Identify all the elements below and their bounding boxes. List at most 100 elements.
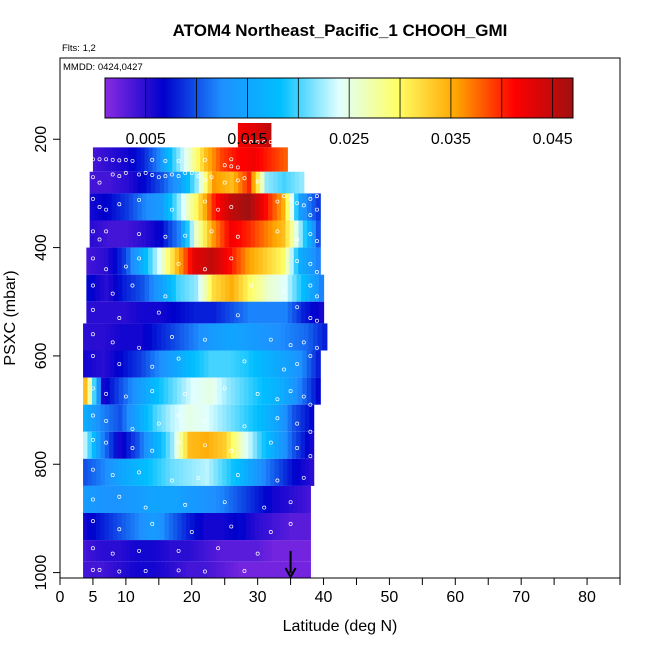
heatmap-cell: [120, 147, 126, 172]
heatmap-cell: [243, 147, 249, 172]
observation-point: [104, 391, 109, 396]
heatmap-cell: [148, 458, 154, 486]
heatmap-cell: [287, 301, 293, 324]
heatmap-cell: [211, 274, 217, 302]
heatmap-cell: [139, 431, 145, 459]
heatmap-cell: [108, 513, 114, 541]
heatmap-cell: [118, 377, 124, 405]
heatmap-cell: [307, 193, 313, 221]
x-axis: 0 5 10 20 30 40 50 60 70 80: [56, 578, 621, 606]
heatmap-cell: [234, 301, 240, 324]
observation-point: [90, 497, 95, 502]
heatmap-cell: [262, 350, 268, 378]
heatmap-cell: [160, 561, 166, 578]
heatmap-cell: [207, 220, 213, 248]
heatmap-cell: [83, 561, 88, 578]
heatmap-cell: [303, 323, 310, 351]
heatmap-cell: [315, 377, 321, 405]
heatmap-cell: [108, 274, 114, 302]
heatmap-cell: [174, 458, 180, 486]
heatmap-cell: [211, 193, 217, 221]
heatmap-cell: [196, 404, 202, 432]
heatmap-cell: [134, 485, 140, 513]
observation-point: [308, 196, 313, 201]
heatmap-cell: [254, 561, 260, 578]
observation-point: [170, 478, 174, 483]
heatmap-cell: [130, 431, 136, 459]
heatmap-cell: [297, 377, 303, 405]
observation-point: [130, 427, 135, 431]
heatmap-cell: [274, 431, 280, 459]
heatmap-cell: [166, 274, 172, 302]
heatmap-cell: [184, 323, 190, 351]
observation-point: [163, 158, 168, 163]
observation-point: [275, 416, 280, 421]
heatmap-cell: [159, 220, 165, 248]
observation-point: [117, 362, 122, 366]
heatmap-cell: [280, 247, 286, 275]
heatmap-cell: [245, 123, 250, 148]
heatmap-cell: [221, 377, 227, 405]
observation-point: [314, 207, 319, 212]
heatmap-cell: [172, 377, 178, 405]
observation-point: [110, 340, 115, 345]
heatmap-cell: [105, 350, 111, 378]
observation-points: [90, 140, 319, 574]
observation-point: [235, 178, 240, 183]
heatmap-cell: [95, 540, 101, 562]
heatmap-cell: [283, 301, 289, 324]
heatmap-cell: [149, 301, 155, 324]
heatmap-cell: [111, 193, 117, 221]
heatmap-cell: [137, 193, 143, 221]
heatmap-cell: [213, 458, 219, 486]
heatmap-cell: [163, 193, 169, 221]
colorbar: 0.005 0.015 0.025 0.035 0.045: [104, 77, 574, 148]
heatmap-cell: [174, 431, 180, 459]
heatmap-cell: [229, 274, 235, 302]
heatmap-cell: [248, 377, 254, 405]
heatmap-cell: [160, 485, 166, 513]
heatmap-cell: [150, 193, 156, 221]
observation-point: [235, 234, 240, 239]
heatmap-cell: [90, 301, 96, 324]
heatmap-cell: [208, 377, 214, 405]
heatmap-cell: [230, 350, 236, 378]
heatmap-cell: [194, 485, 200, 513]
heatmap-cell: [191, 458, 197, 486]
heatmap-cell: [87, 485, 93, 513]
observation-point: [202, 337, 207, 342]
observation-point: [295, 421, 300, 426]
observation-point: [104, 418, 109, 423]
heatmap-cell: [297, 350, 303, 378]
heatmap-cell: [87, 513, 93, 541]
heatmap-cell: [223, 147, 229, 172]
observation-point: [288, 343, 293, 348]
heatmap-cell: [235, 377, 241, 405]
heatmap-cell: [119, 323, 126, 351]
heatmap-cell: [172, 193, 178, 221]
heatmap-cell: [263, 513, 269, 541]
heatmap-cells: [83, 123, 328, 578]
heatmap-cell: [204, 431, 210, 459]
heatmap-cell: [245, 247, 251, 275]
heatmap-cell: [163, 171, 169, 194]
heatmap-cell: [220, 540, 226, 562]
observation-point: [183, 502, 188, 507]
heatmap-cell: [226, 458, 232, 486]
heatmap-cell: [189, 220, 195, 248]
heatmap-cell: [233, 540, 239, 562]
heatmap-cell: [170, 247, 176, 275]
heatmap-cell: [216, 323, 222, 351]
heatmap-cell: [313, 323, 319, 351]
heatmap-cell: [83, 404, 89, 432]
heatmap-cell: [255, 171, 261, 194]
observation-point: [196, 174, 201, 179]
heatmap-cell: [230, 323, 236, 351]
heatmap-cell: [194, 377, 201, 405]
heatmap-cell: [90, 274, 96, 302]
observation-point: [242, 569, 247, 573]
heatmap-cell: [160, 513, 166, 541]
heatmap-cell: [280, 323, 287, 351]
heatmap-cell: [117, 513, 123, 541]
heatmap-cell: [177, 513, 183, 541]
